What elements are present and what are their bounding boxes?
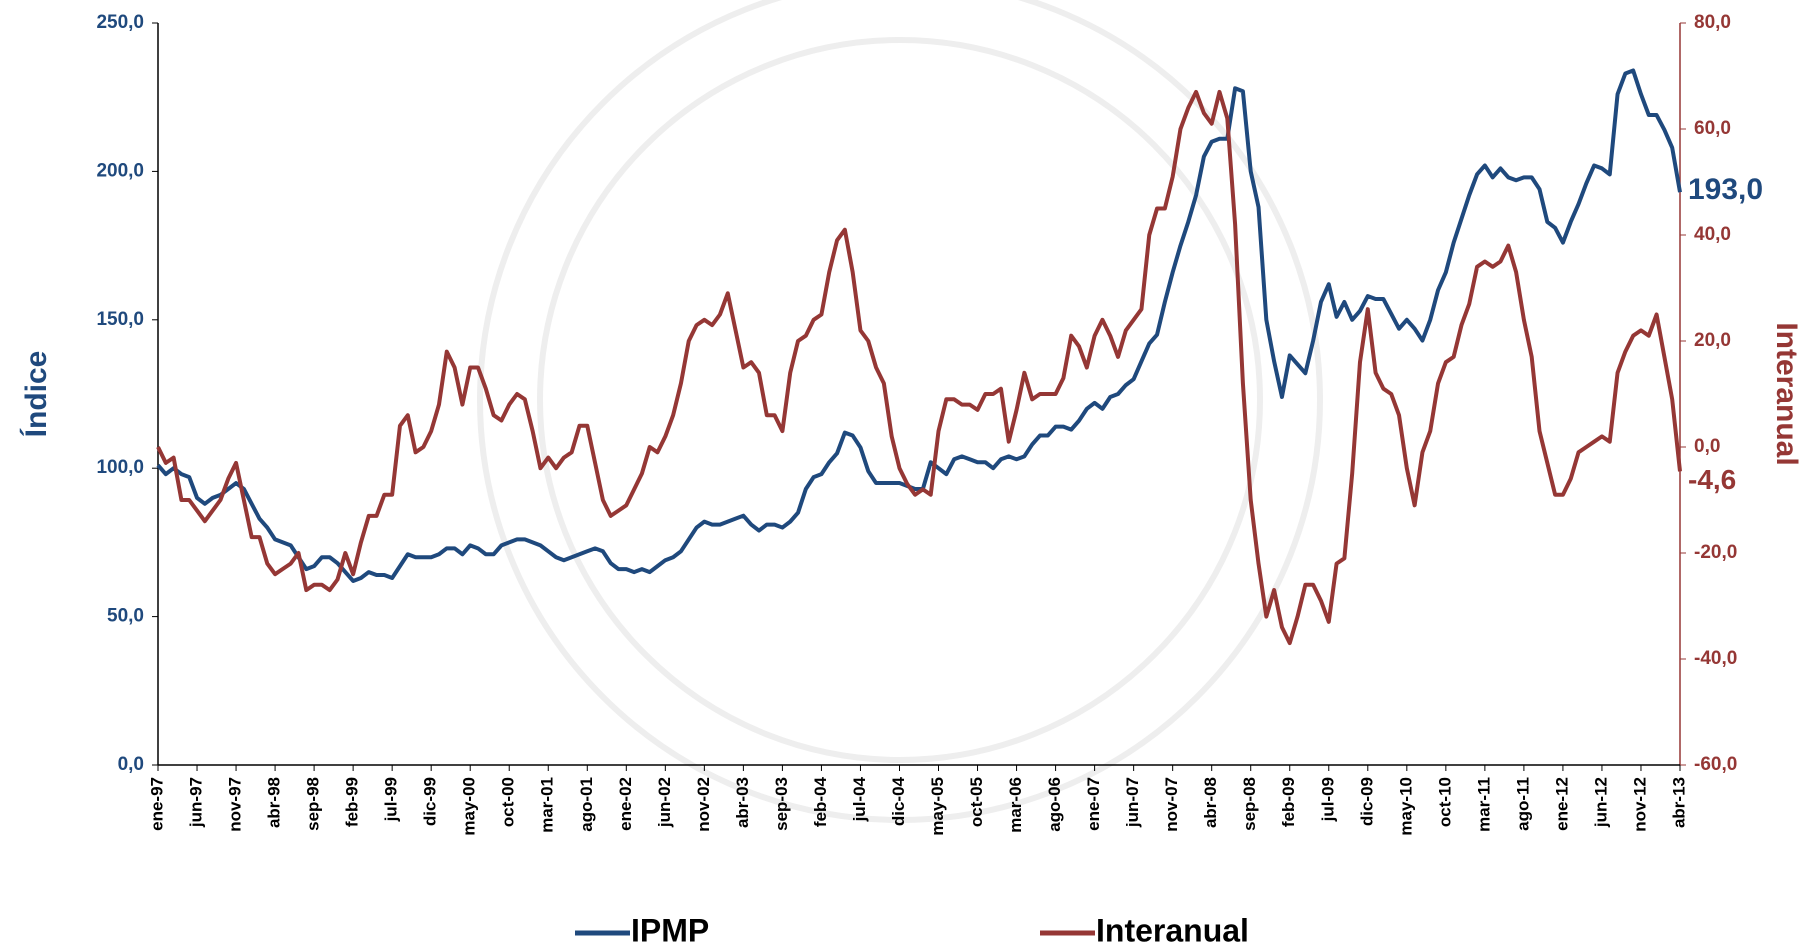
x-tick-label: nov-97	[226, 777, 245, 832]
value-label: -4,6	[1688, 464, 1736, 495]
watermark	[477, 0, 1323, 823]
x-tick-label: sep-08	[1240, 777, 1259, 831]
x-tick-label: abr-08	[1201, 777, 1220, 828]
x-tick-label: feb-99	[343, 777, 362, 827]
x-tick-label: mar-06	[1006, 777, 1025, 833]
x-tick-label: ago-06	[1045, 777, 1064, 832]
series-line	[156, 68, 1682, 583]
x-tick-label: ene-97	[147, 777, 166, 831]
x-tick-label: mar-11	[1474, 777, 1493, 832]
y2-tick-label: 60,0	[1694, 118, 1731, 139]
x-tick-label: jul-99	[382, 777, 401, 822]
x-tick-label: may-05	[928, 777, 947, 836]
x-tick-label: mar-01	[538, 777, 557, 833]
y2-tick-label: 0,0	[1694, 436, 1720, 457]
x-tick-label: may-10	[1396, 777, 1415, 836]
x-tick-label: abr-98	[265, 777, 284, 828]
y2-tick-label: 20,0	[1694, 330, 1731, 351]
x-tick-label: abr-13	[1669, 777, 1688, 828]
series-line	[156, 89, 1682, 646]
x-tick-label: nov-07	[1162, 777, 1181, 832]
x-tick-label: oct-10	[1435, 777, 1454, 827]
x-tick-label: sep-98	[304, 777, 323, 831]
x-tick-label: ene-07	[1084, 777, 1103, 831]
x-tick-label: jun-02	[655, 777, 674, 828]
y2-tick-label: -40,0	[1694, 648, 1737, 669]
x-tick-label: nov-02	[694, 777, 713, 832]
x-tick-label: oct-05	[967, 777, 986, 827]
y-tick-label: 50,0	[107, 606, 144, 627]
x-tick-label: nov-12	[1630, 777, 1649, 832]
y-tick-label: 100,0	[96, 457, 144, 478]
y-tick-label: 0,0	[118, 754, 144, 775]
x-tick-label: ago-11	[1513, 777, 1532, 831]
x-tick-label: ene-02	[616, 777, 635, 831]
y2-tick-label: -60,0	[1694, 754, 1737, 775]
value-label: 193,0	[1688, 173, 1763, 206]
x-tick-label: feb-04	[811, 776, 830, 827]
x-tick-label: abr-03	[733, 777, 752, 828]
y-tick-label: 250,0	[96, 12, 144, 33]
legend-label: Interanual	[1096, 912, 1249, 948]
x-tick-label: ene-12	[1552, 777, 1571, 831]
x-tick-label: dic-09	[1357, 777, 1376, 826]
x-tick-label: jul-09	[1318, 777, 1337, 822]
x-tick-label: jun-97	[187, 777, 206, 828]
y-axis-label: Índice	[19, 351, 53, 438]
x-tick-label: oct-00	[499, 777, 518, 827]
x-tick-label: dic-99	[421, 777, 440, 826]
y2-tick-label: 80,0	[1694, 12, 1731, 33]
x-tick-label: jul-04	[850, 776, 869, 822]
x-tick-label: jun-12	[1591, 777, 1610, 828]
x-tick-label: feb-09	[1279, 777, 1298, 827]
x-tick-label: ago-01	[577, 777, 596, 832]
y-tick-label: 200,0	[96, 160, 144, 181]
x-tick-label: dic-04	[889, 776, 908, 826]
y2-tick-label: 40,0	[1694, 224, 1731, 245]
x-tick-label: jun-07	[1123, 777, 1142, 828]
x-tick-label: may-00	[460, 777, 479, 836]
x-tick-label: sep-03	[772, 777, 791, 831]
y2-tick-label: -20,0	[1694, 542, 1737, 563]
legend-label: IPMP	[631, 912, 709, 948]
y-tick-label: 150,0	[96, 309, 144, 330]
y2-axis-label: Interanual	[1770, 322, 1803, 465]
